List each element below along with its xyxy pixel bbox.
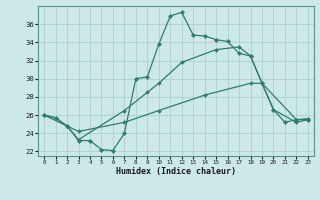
X-axis label: Humidex (Indice chaleur): Humidex (Indice chaleur) (116, 167, 236, 176)
